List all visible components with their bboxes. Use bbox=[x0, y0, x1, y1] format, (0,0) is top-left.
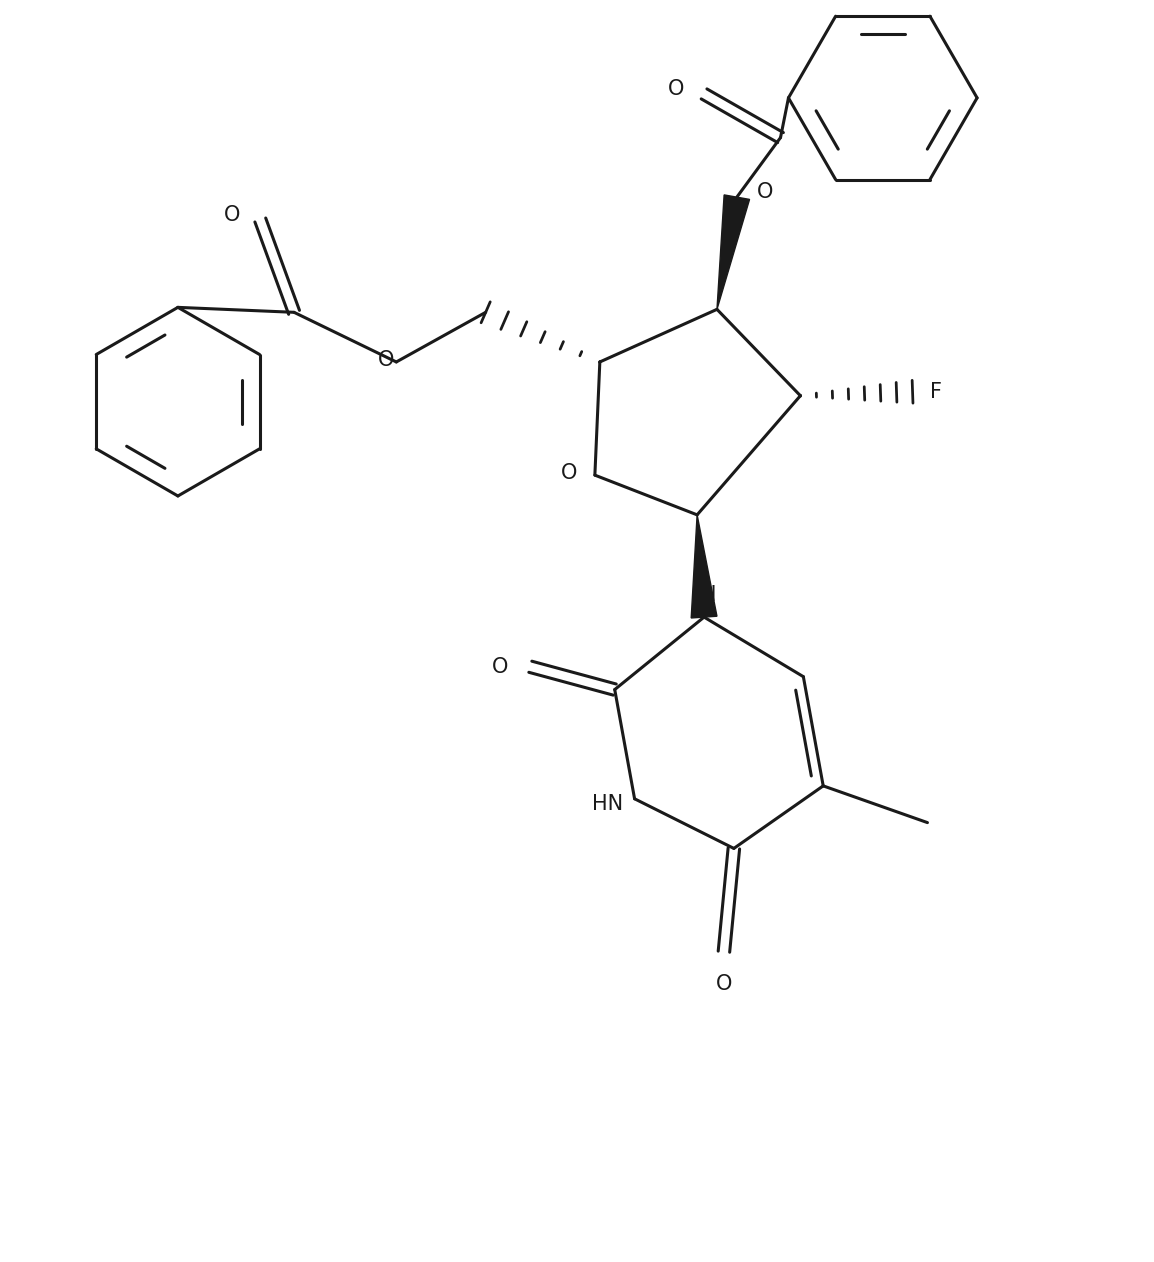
Polygon shape bbox=[717, 194, 750, 309]
Polygon shape bbox=[691, 515, 717, 618]
Text: O: O bbox=[492, 656, 509, 676]
Text: F: F bbox=[930, 381, 943, 401]
Text: O: O bbox=[715, 973, 732, 993]
Text: O: O bbox=[668, 80, 684, 98]
Text: O: O bbox=[379, 350, 395, 370]
Text: O: O bbox=[561, 463, 577, 483]
Text: N: N bbox=[702, 586, 717, 606]
Text: O: O bbox=[224, 204, 240, 225]
Text: O: O bbox=[757, 182, 773, 202]
Text: HN: HN bbox=[592, 794, 623, 814]
